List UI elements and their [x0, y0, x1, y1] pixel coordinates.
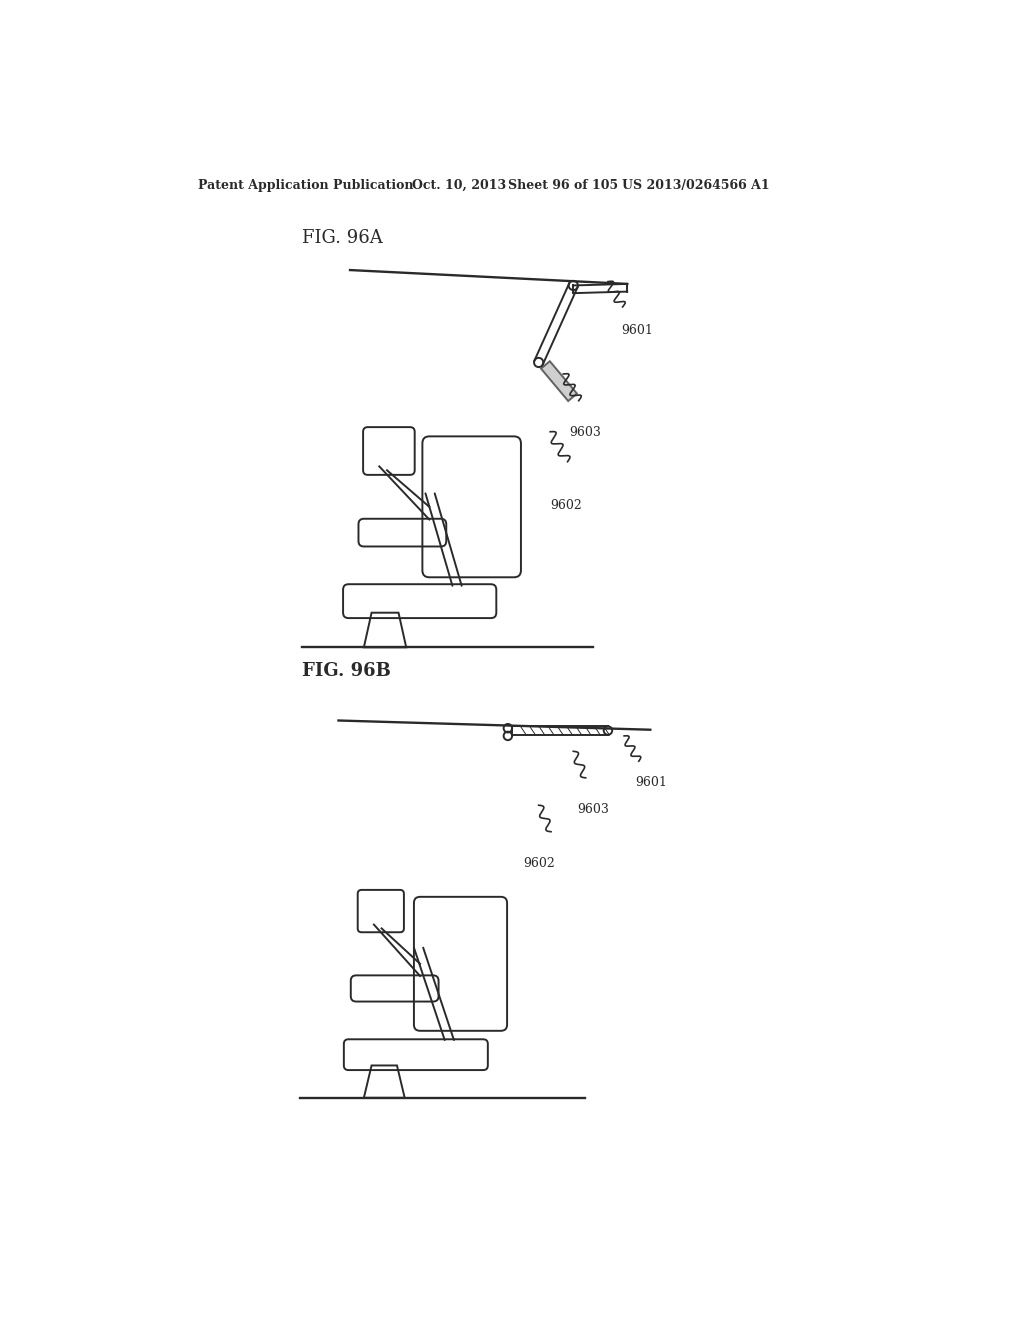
- Text: FIG. 96B: FIG. 96B: [301, 661, 390, 680]
- Text: 9601: 9601: [621, 323, 653, 337]
- Text: Patent Application Publication: Patent Application Publication: [199, 178, 414, 191]
- Text: Oct. 10, 2013: Oct. 10, 2013: [412, 178, 506, 191]
- Text: 9603: 9603: [569, 425, 601, 438]
- Text: 9602: 9602: [550, 499, 582, 512]
- Text: 9602: 9602: [523, 857, 555, 870]
- Text: US 2013/0264566 A1: US 2013/0264566 A1: [622, 178, 769, 191]
- Polygon shape: [541, 362, 578, 401]
- Text: 9603: 9603: [578, 803, 609, 816]
- Text: Sheet 96 of 105: Sheet 96 of 105: [508, 178, 618, 191]
- Text: 9601: 9601: [635, 776, 667, 789]
- Text: FIG. 96A: FIG. 96A: [301, 230, 382, 247]
